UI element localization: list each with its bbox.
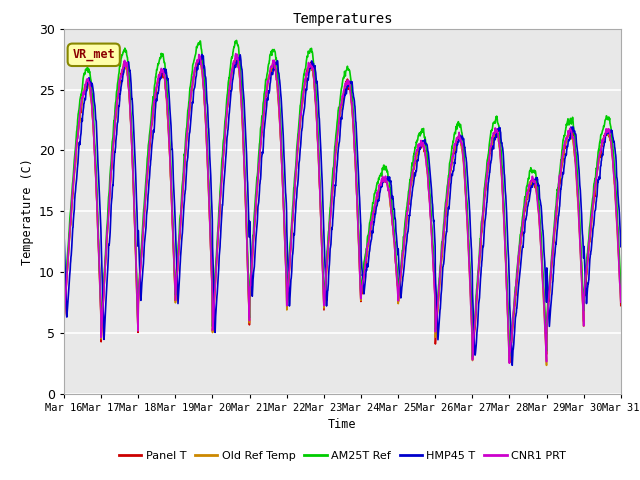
AM25T Ref <box>468 354 476 360</box>
AM25T Ref <box>584 251 591 256</box>
Old Ref Temp <box>359 283 367 289</box>
Old Ref Temp <box>216 209 223 215</box>
AM25T Ref <box>60 309 68 315</box>
Panel T <box>60 315 68 321</box>
HMP45 T <box>216 250 223 255</box>
Line: HMP45 T: HMP45 T <box>64 55 621 365</box>
Legend: Panel T, Old Ref Temp, AM25T Ref, HMP45 T, CNR1 PRT: Panel T, Old Ref Temp, AM25T Ref, HMP45 … <box>115 446 570 466</box>
Panel T <box>506 360 513 365</box>
Old Ref Temp <box>543 362 550 368</box>
Old Ref Temp <box>195 54 203 60</box>
AM25T Ref <box>233 37 241 43</box>
HMP45 T <box>371 215 379 220</box>
HMP45 T <box>504 252 512 257</box>
HMP45 T <box>508 362 516 368</box>
X-axis label: Time: Time <box>328 418 356 431</box>
Old Ref Temp <box>371 204 379 209</box>
Panel T <box>504 325 512 331</box>
CNR1 PRT <box>60 318 68 324</box>
AM25T Ref <box>359 274 367 280</box>
AM25T Ref <box>568 117 576 123</box>
HMP45 T <box>584 285 591 291</box>
CNR1 PRT <box>232 51 239 57</box>
Panel T <box>617 303 625 309</box>
Title: Temperatures: Temperatures <box>292 12 393 26</box>
Old Ref Temp <box>617 298 625 304</box>
Panel T <box>196 53 204 59</box>
CNR1 PRT <box>371 202 379 208</box>
AM25T Ref <box>216 203 223 208</box>
CNR1 PRT <box>584 256 591 262</box>
AM25T Ref <box>505 325 513 331</box>
CNR1 PRT <box>504 331 512 336</box>
Panel T <box>584 259 591 265</box>
Line: CNR1 PRT: CNR1 PRT <box>64 54 621 363</box>
Line: AM25T Ref: AM25T Ref <box>64 40 621 357</box>
Panel T <box>216 214 223 219</box>
Text: VR_met: VR_met <box>72 48 115 61</box>
CNR1 PRT <box>216 214 223 219</box>
HMP45 T <box>198 52 205 58</box>
CNR1 PRT <box>359 279 367 285</box>
HMP45 T <box>60 232 68 238</box>
Panel T <box>371 204 379 209</box>
CNR1 PRT <box>506 360 513 366</box>
AM25T Ref <box>617 290 625 296</box>
Old Ref Temp <box>584 256 591 262</box>
Panel T <box>359 286 367 292</box>
AM25T Ref <box>371 191 379 197</box>
Old Ref Temp <box>504 331 512 337</box>
HMP45 T <box>617 244 625 250</box>
Old Ref Temp <box>60 316 68 322</box>
Panel T <box>568 130 576 136</box>
Line: Old Ref Temp: Old Ref Temp <box>64 57 621 365</box>
HMP45 T <box>359 272 367 277</box>
Old Ref Temp <box>568 135 576 141</box>
Line: Panel T: Panel T <box>64 56 621 362</box>
HMP45 T <box>568 130 576 135</box>
Y-axis label: Temperature (C): Temperature (C) <box>20 158 33 264</box>
CNR1 PRT <box>617 299 625 305</box>
CNR1 PRT <box>568 132 576 138</box>
